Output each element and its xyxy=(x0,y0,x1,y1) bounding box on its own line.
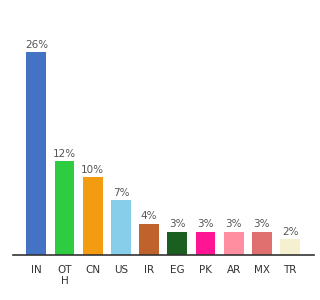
Text: 3%: 3% xyxy=(197,219,214,229)
Bar xyxy=(196,232,215,255)
Bar xyxy=(252,232,272,255)
Bar xyxy=(139,224,159,255)
Text: 4%: 4% xyxy=(141,212,157,221)
Bar xyxy=(27,52,46,255)
Text: 12%: 12% xyxy=(53,149,76,159)
Text: 3%: 3% xyxy=(169,219,186,229)
Text: 7%: 7% xyxy=(113,188,129,198)
Bar xyxy=(83,177,103,255)
Text: 10%: 10% xyxy=(81,165,104,175)
Text: 3%: 3% xyxy=(254,219,270,229)
Text: 3%: 3% xyxy=(225,219,242,229)
Text: 2%: 2% xyxy=(282,227,298,237)
Bar xyxy=(280,239,300,255)
Bar xyxy=(224,232,244,255)
Text: 26%: 26% xyxy=(25,40,48,50)
Bar xyxy=(167,232,187,255)
Bar xyxy=(111,200,131,255)
Bar xyxy=(55,161,74,255)
